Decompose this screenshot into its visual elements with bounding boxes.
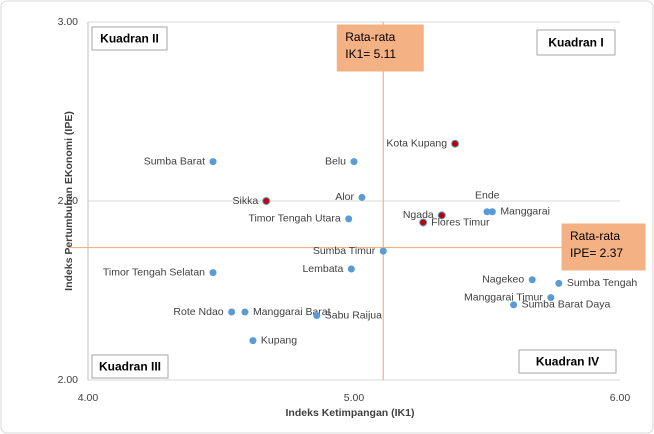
quadrant-label: Kuadran II	[100, 32, 159, 46]
annotation-box	[561, 223, 646, 271]
point	[379, 247, 387, 255]
point	[555, 279, 563, 287]
point	[358, 193, 366, 201]
point-label: Manggarai	[500, 206, 550, 218]
point-label: Lembata	[302, 263, 343, 275]
point	[488, 208, 496, 216]
quadrant-box	[536, 29, 616, 56]
annotation-text: IK1= 5.11	[345, 47, 396, 61]
point	[347, 265, 355, 273]
point-label: Flores Timur	[431, 216, 490, 228]
point	[350, 158, 358, 166]
quadrant-box	[91, 354, 169, 379]
point	[483, 208, 491, 216]
y-axis-title: Indeks Pertumbuhan EKonomi (IPE)	[63, 111, 75, 291]
quadrant-label: Kuadran III	[99, 360, 161, 374]
point	[313, 312, 321, 320]
point-label: Sabu Raijua	[325, 309, 382, 321]
point-label: Nagekeo	[482, 274, 524, 286]
point-label: Kota Kupang	[386, 138, 447, 150]
point-label: Manggarai Barat	[253, 306, 331, 318]
annotation-text: IPE= 2.37	[570, 246, 623, 260]
point	[209, 269, 217, 277]
point	[228, 308, 236, 316]
quadrant-box	[518, 349, 617, 374]
x-tick-label: 4.00	[78, 392, 99, 404]
y-tick-label: 2.00	[58, 374, 79, 386]
x-tick-label: 5.00	[344, 392, 365, 404]
point	[209, 158, 217, 166]
point	[528, 276, 536, 284]
point	[241, 308, 249, 316]
point-label: Manggarai Timur	[464, 291, 543, 303]
point-label: Sumba Tengah	[567, 277, 638, 289]
point-label: Timor Tengah Utara	[248, 213, 340, 225]
point-label: Timor Tengah Selatan	[103, 266, 205, 278]
point	[437, 211, 446, 220]
point-label: Sumba Barat Daya	[522, 299, 611, 311]
point-label: Alor	[335, 191, 354, 203]
point	[249, 337, 257, 345]
x-tick-label: 6.00	[610, 392, 631, 404]
quadrant-label: Kuadran IV	[536, 355, 599, 369]
y-tick-label: 2.50	[58, 195, 79, 207]
point	[419, 218, 428, 227]
annotation-box	[336, 24, 424, 72]
point-label: Rote Ndao	[173, 306, 223, 318]
annotation-text: Rata-rata	[345, 30, 395, 44]
point	[262, 197, 271, 205]
point	[510, 301, 518, 309]
x-axis-title: Indeks Ketimpangan (IK1)	[286, 407, 415, 419]
point-label: Ende	[475, 190, 500, 202]
point-label: Sumba Barat	[144, 155, 205, 167]
point-label: Sumba Timur	[313, 245, 376, 257]
point-label: Sikka	[233, 195, 259, 207]
point-label: Belu	[325, 155, 346, 167]
quadrant-label: Kuadran I	[548, 36, 603, 50]
point	[451, 139, 460, 148]
point	[345, 215, 353, 223]
annotation-text: Rata-rata	[570, 229, 620, 243]
y-tick-label: 3.00	[58, 16, 79, 28]
point	[547, 294, 555, 302]
quadrant-box	[91, 26, 168, 51]
point-label: Kupang	[261, 334, 297, 346]
point-label: Ngada	[403, 209, 434, 221]
